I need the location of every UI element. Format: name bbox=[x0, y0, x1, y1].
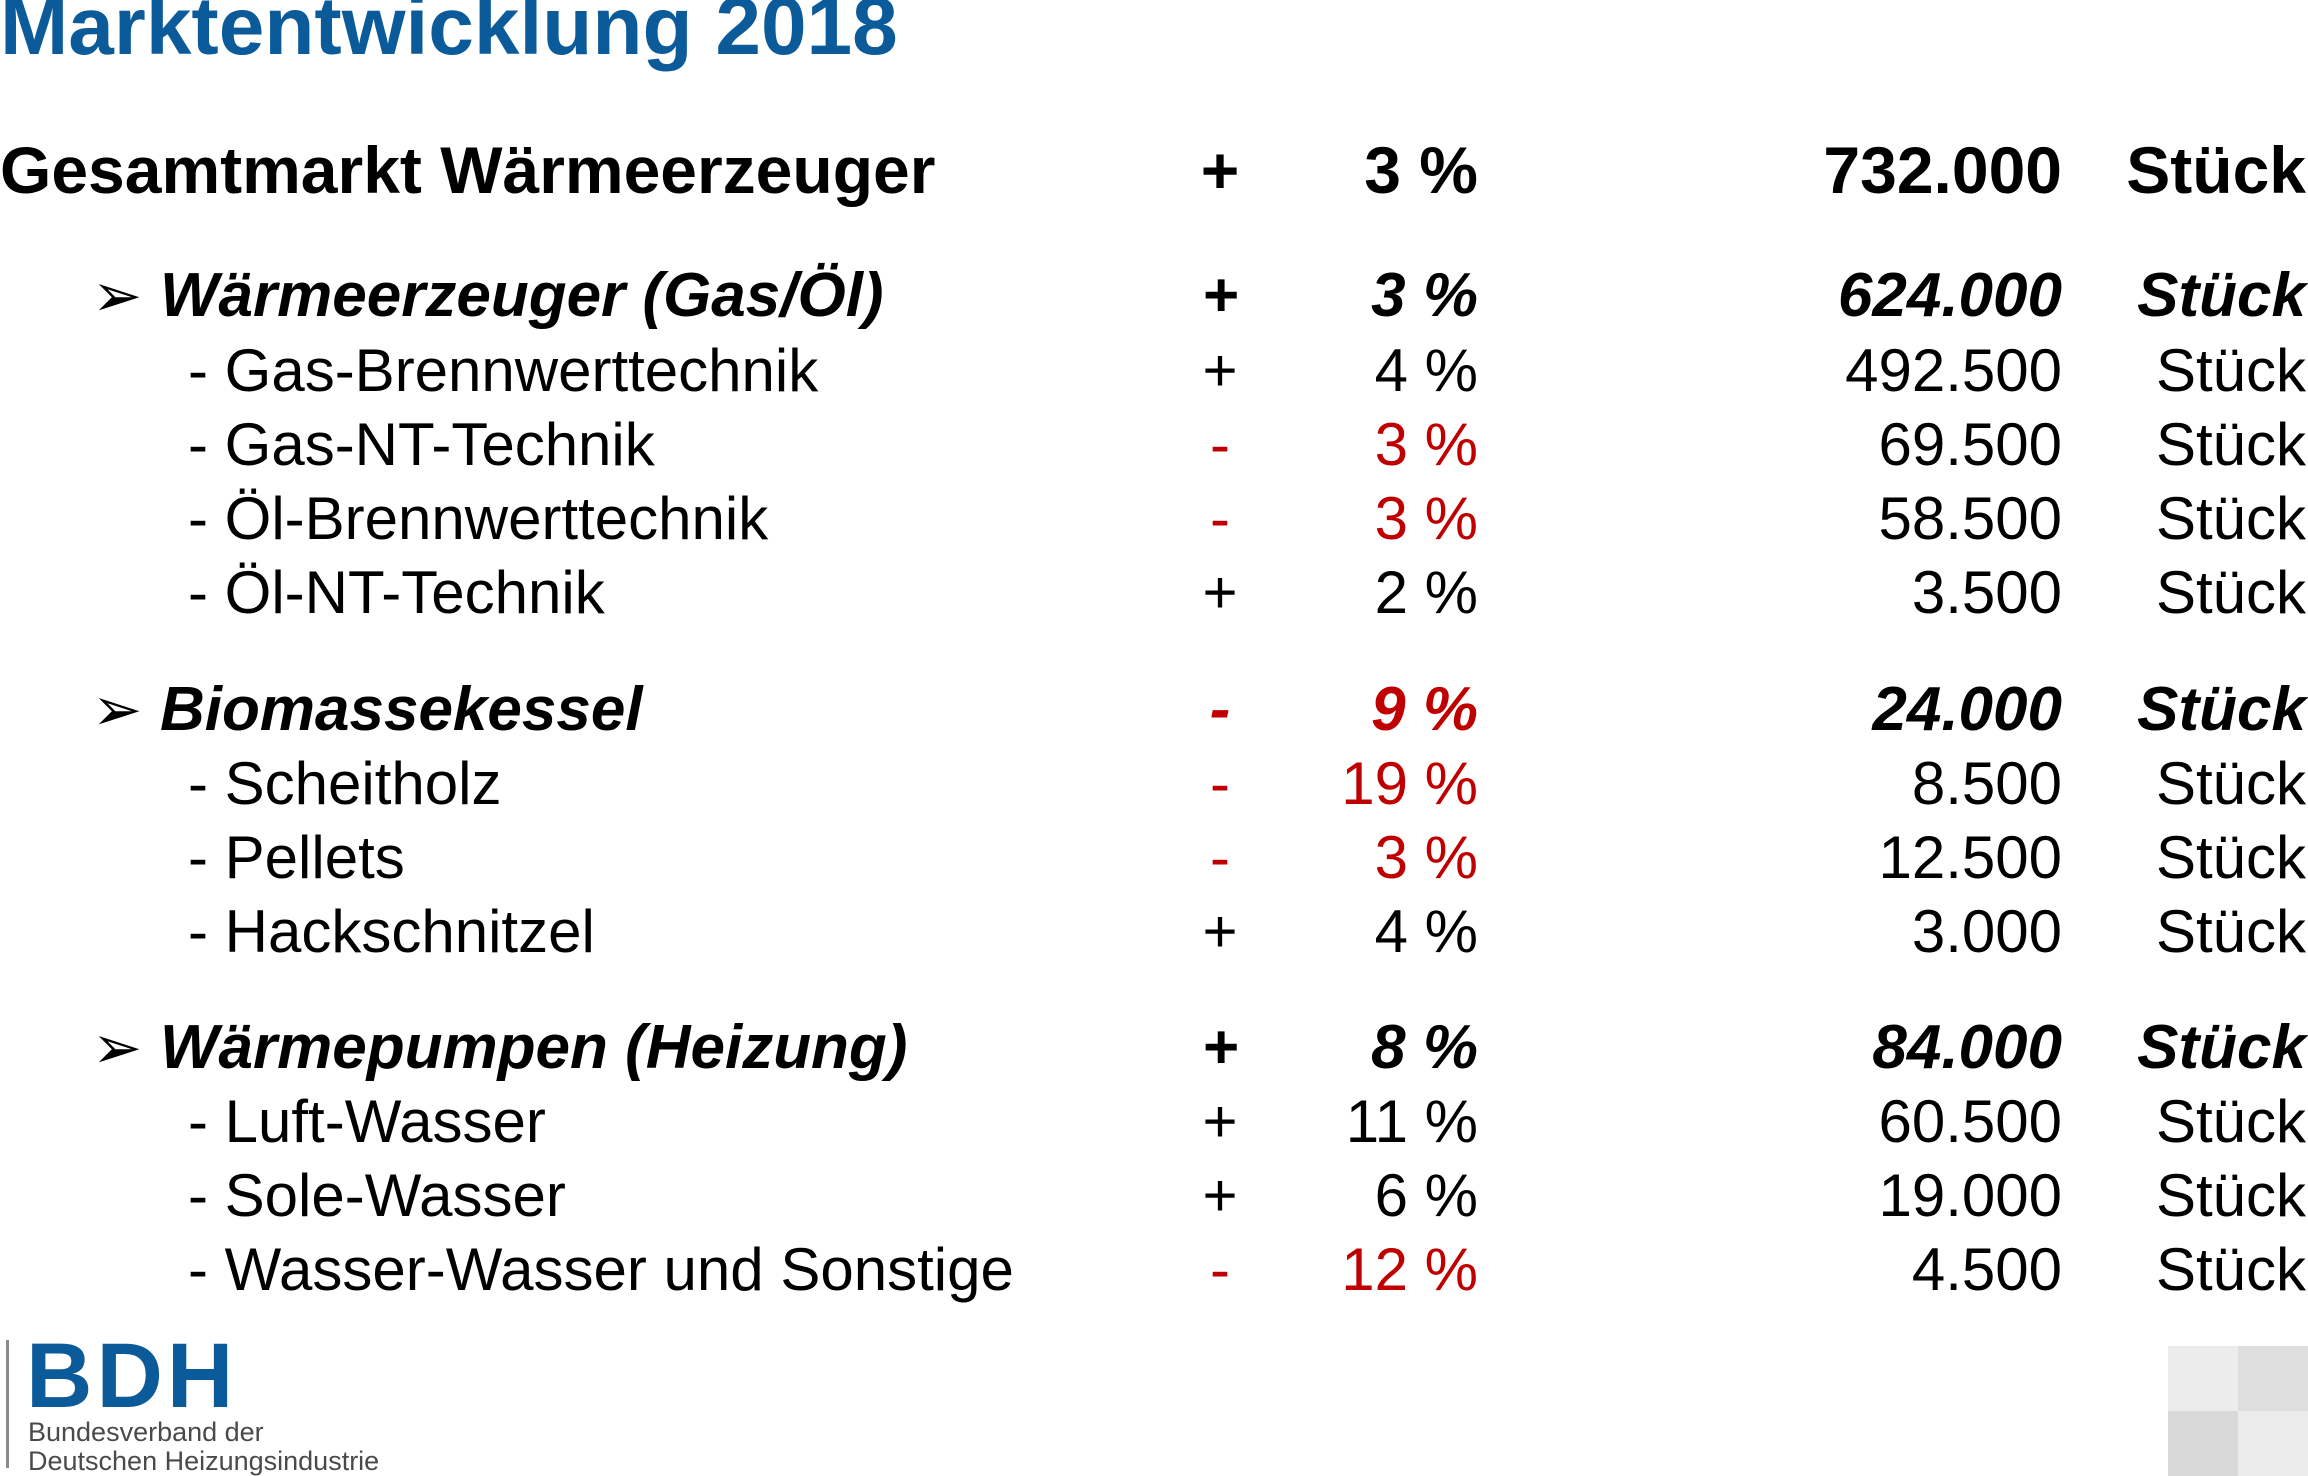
logo-divider bbox=[6, 1340, 9, 1468]
category-label: Wärmeerzeuger (Gas/Öl) bbox=[160, 261, 884, 330]
item-row: - Sole-Wasser + 6 % 19.000 Stück bbox=[0, 1156, 2308, 1236]
item-unit: Stück bbox=[2155, 1162, 2306, 1229]
item-change: 12 % bbox=[1341, 1236, 1478, 1303]
total-quantity: 732.000 bbox=[1823, 133, 2062, 207]
item-quantity: 69.500 bbox=[1878, 411, 2062, 478]
category-change: 8 % bbox=[1371, 1013, 1478, 1082]
item-change: 2 % bbox=[1374, 559, 1478, 626]
item-label: - Öl-NT-Technik bbox=[188, 559, 605, 626]
item-sign: + bbox=[1202, 337, 1238, 404]
item-row: - Luft-Wasser + 11 % 60.500 Stück bbox=[0, 1082, 2308, 1162]
corner-square bbox=[2238, 1346, 2308, 1411]
category-quantity: 624.000 bbox=[1837, 261, 2062, 330]
item-unit: Stück bbox=[2155, 750, 2306, 817]
category-unit: Stück bbox=[2137, 675, 2306, 744]
category-quantity: 24.000 bbox=[1872, 675, 2062, 744]
item-unit: Stück bbox=[2155, 1088, 2306, 1155]
category-row-waermepumpen: ➢ Wärmepumpen (Heizung) + 8 % 84.000 Stü… bbox=[0, 1008, 2308, 1088]
bullet-arrow-icon: ➢ bbox=[92, 675, 143, 745]
category-row-gas-oel: ➢ Wärmeerzeuger (Gas/Öl) + 3 % 624.000 S… bbox=[0, 256, 2308, 336]
item-label: - Sole-Wasser bbox=[188, 1162, 566, 1229]
bullet-arrow-icon: ➢ bbox=[92, 1013, 143, 1083]
item-label: - Öl-Brennwerttechnik bbox=[188, 485, 769, 552]
item-quantity: 492.500 bbox=[1845, 337, 2062, 404]
corner-square bbox=[2168, 1411, 2238, 1476]
total-row: Gesamtmarkt Wärmeerzeuger + 3 % 732.000 … bbox=[0, 130, 2308, 210]
item-change: 11 % bbox=[1345, 1088, 1478, 1155]
item-unit: Stück bbox=[2155, 411, 2306, 478]
total-change: 3 % bbox=[1364, 133, 1478, 207]
total-sign: + bbox=[1200, 133, 1240, 207]
item-sign: + bbox=[1202, 1162, 1238, 1229]
category-unit: Stück bbox=[2137, 1013, 2306, 1082]
item-row: - Wasser-Wasser und Sonstige - 12 % 4.50… bbox=[0, 1230, 2308, 1310]
item-label: - Hackschnitzel bbox=[188, 898, 595, 965]
item-change: 3 % bbox=[1374, 824, 1478, 891]
item-change: 19 % bbox=[1341, 750, 1478, 817]
item-sign: - bbox=[1210, 1236, 1230, 1303]
logo-wordmark: BDH bbox=[26, 1325, 238, 1427]
item-sign: + bbox=[1202, 1088, 1238, 1155]
item-change: 4 % bbox=[1374, 337, 1478, 404]
logo-subtitle-line2: Deutschen Heizungsindustrie bbox=[28, 1446, 380, 1476]
corner-pattern bbox=[2168, 1346, 2308, 1476]
item-quantity: 58.500 bbox=[1878, 485, 2062, 552]
item-row: - Gas-NT-Technik - 3 % 69.500 Stück bbox=[0, 405, 2308, 485]
category-quantity: 84.000 bbox=[1872, 1013, 2062, 1082]
item-unit: Stück bbox=[2155, 337, 2306, 404]
item-sign: + bbox=[1202, 898, 1238, 965]
item-sign: - bbox=[1210, 824, 1230, 891]
item-change: 3 % bbox=[1374, 485, 1478, 552]
item-label: - Gas-NT-Technik bbox=[188, 411, 655, 478]
item-label: - Luft-Wasser bbox=[188, 1088, 546, 1155]
category-row-biomasse: ➢ Biomassekessel - 9 % 24.000 Stück bbox=[0, 670, 2308, 750]
item-sign: - bbox=[1210, 750, 1230, 817]
item-label: - Pellets bbox=[188, 824, 405, 891]
item-unit: Stück bbox=[2155, 898, 2306, 965]
item-quantity: 12.500 bbox=[1878, 824, 2062, 891]
item-change: 3 % bbox=[1374, 411, 1478, 478]
item-sign: - bbox=[1210, 411, 1230, 478]
item-sign: + bbox=[1202, 559, 1238, 626]
category-label: Wärmepumpen (Heizung) bbox=[160, 1013, 908, 1082]
item-row: - Pellets - 3 % 12.500 Stück bbox=[0, 818, 2308, 898]
item-quantity: 3.000 bbox=[1911, 898, 2062, 965]
item-label: - Scheitholz bbox=[188, 750, 502, 817]
category-change: 9 % bbox=[1371, 675, 1478, 744]
item-unit: Stück bbox=[2155, 485, 2306, 552]
item-quantity: 3.500 bbox=[1911, 559, 2062, 626]
item-unit: Stück bbox=[2155, 1236, 2306, 1303]
item-label: - Gas-Brennwerttechnik bbox=[188, 337, 819, 404]
total-label: Gesamtmarkt Wärmeerzeuger bbox=[0, 133, 936, 207]
category-sign: - bbox=[1209, 675, 1231, 744]
item-quantity: 60.500 bbox=[1878, 1088, 2062, 1155]
item-change: 4 % bbox=[1374, 898, 1478, 965]
item-row: - Scheitholz - 19 % 8.500 Stück bbox=[0, 744, 2308, 824]
item-change: 6 % bbox=[1374, 1162, 1478, 1229]
item-row: - Öl-NT-Technik + 2 % 3.500 Stück bbox=[0, 553, 2308, 633]
page-title: Marktentwicklung 2018 bbox=[0, 0, 898, 72]
item-row: - Hackschnitzel + 4 % 3.000 Stück bbox=[0, 892, 2308, 972]
logo-subtitle-line1: Bundesverband der bbox=[28, 1417, 264, 1447]
category-change: 3 % bbox=[1371, 261, 1478, 330]
category-sign: + bbox=[1201, 261, 1239, 330]
item-quantity: 8.500 bbox=[1911, 750, 2062, 817]
item-unit: Stück bbox=[2155, 824, 2306, 891]
item-sign: - bbox=[1210, 485, 1230, 552]
item-row: - Öl-Brennwerttechnik - 3 % 58.500 Stück bbox=[0, 479, 2308, 559]
item-row: - Gas-Brennwerttechnik + 4 % 492.500 Stü… bbox=[0, 331, 2308, 411]
total-unit: Stück bbox=[2126, 133, 2306, 207]
item-label: - Wasser-Wasser und Sonstige bbox=[188, 1236, 1014, 1303]
category-unit: Stück bbox=[2137, 261, 2306, 330]
category-label: Biomassekessel bbox=[160, 675, 643, 744]
item-quantity: 19.000 bbox=[1878, 1162, 2062, 1229]
item-unit: Stück bbox=[2155, 559, 2306, 626]
bdh-logo: BDH Bundesverband der Deutschen Heizungs… bbox=[6, 1330, 426, 1476]
item-quantity: 4.500 bbox=[1911, 1236, 2062, 1303]
category-sign: + bbox=[1201, 1013, 1239, 1082]
bullet-arrow-icon: ➢ bbox=[92, 261, 143, 331]
